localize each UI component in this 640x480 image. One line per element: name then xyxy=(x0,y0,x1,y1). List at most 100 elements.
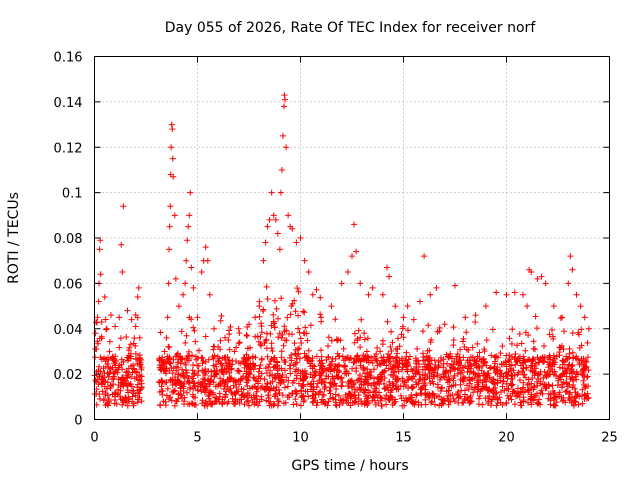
data-point xyxy=(276,330,283,337)
data-point xyxy=(253,388,260,395)
data-point xyxy=(174,350,181,357)
data-point xyxy=(123,333,130,340)
data-point xyxy=(508,382,515,389)
data-point xyxy=(352,398,359,405)
y-tick-label: 0 xyxy=(74,414,82,429)
data-point xyxy=(365,359,372,366)
data-point xyxy=(109,376,116,383)
data-point xyxy=(357,387,364,394)
data-point xyxy=(165,355,172,362)
data-point xyxy=(539,390,546,397)
data-point xyxy=(532,313,539,320)
data-point xyxy=(363,348,370,355)
data-point xyxy=(192,394,199,401)
data-point xyxy=(298,392,305,399)
data-point xyxy=(291,297,298,304)
data-point xyxy=(250,366,257,373)
data-point xyxy=(327,368,334,375)
data-point xyxy=(525,399,532,406)
data-point xyxy=(450,324,457,331)
data-point xyxy=(232,391,239,398)
data-point xyxy=(292,350,299,357)
data-point xyxy=(392,303,399,310)
data-point xyxy=(298,402,305,409)
data-point xyxy=(168,364,175,371)
data-point xyxy=(166,360,173,367)
data-point xyxy=(583,374,590,381)
data-point xyxy=(124,387,131,394)
data-point xyxy=(172,379,179,386)
data-point xyxy=(476,349,483,356)
data-point xyxy=(553,393,560,400)
data-point xyxy=(250,374,257,381)
data-point xyxy=(183,389,190,396)
data-point xyxy=(457,346,464,353)
data-point xyxy=(582,392,589,399)
data-point xyxy=(578,392,585,399)
data-point xyxy=(551,361,558,368)
data-point xyxy=(187,189,194,196)
data-point xyxy=(450,395,457,402)
data-point xyxy=(256,365,263,372)
data-point xyxy=(263,283,270,290)
data-point xyxy=(197,383,204,390)
data-point xyxy=(399,355,406,362)
data-point xyxy=(497,367,504,374)
data-point xyxy=(526,356,533,363)
data-point xyxy=(119,375,126,382)
data-point xyxy=(584,354,591,361)
data-point xyxy=(313,402,320,409)
data-point xyxy=(401,402,408,409)
data-point xyxy=(408,394,415,401)
data-point xyxy=(184,237,191,244)
data-point xyxy=(467,354,474,361)
data-point xyxy=(158,367,165,374)
data-point xyxy=(264,223,271,230)
data-point xyxy=(432,401,439,408)
y-tick-label: 0.06 xyxy=(54,277,83,292)
data-point xyxy=(563,379,570,386)
data-point xyxy=(245,402,252,409)
data-point xyxy=(136,390,143,397)
data-point xyxy=(295,380,302,387)
data-point xyxy=(102,378,109,385)
data-point xyxy=(522,329,529,336)
data-point xyxy=(256,298,263,305)
data-point xyxy=(476,364,483,371)
data-point xyxy=(96,246,103,253)
x-tick-label: 5 xyxy=(193,431,201,446)
data-point xyxy=(134,399,141,406)
data-point xyxy=(549,326,556,333)
data-point xyxy=(351,392,358,399)
data-point xyxy=(202,399,209,406)
data-point xyxy=(258,355,265,362)
data-point xyxy=(235,367,242,374)
data-point xyxy=(305,269,312,276)
data-point xyxy=(580,372,587,379)
data-point xyxy=(373,385,380,392)
data-point xyxy=(528,269,535,276)
data-point xyxy=(543,373,550,380)
data-point xyxy=(519,360,526,367)
data-point xyxy=(519,368,526,375)
data-point xyxy=(400,383,407,390)
data-point xyxy=(503,291,510,298)
data-point xyxy=(120,203,127,210)
data-point xyxy=(257,333,264,340)
data-point xyxy=(263,345,270,352)
data-point xyxy=(474,388,481,395)
data-point xyxy=(275,315,282,322)
data-point xyxy=(180,383,187,390)
data-point xyxy=(483,337,490,344)
data-point xyxy=(167,203,174,210)
data-point xyxy=(567,389,574,396)
data-point xyxy=(112,323,119,330)
data-point xyxy=(427,365,434,372)
data-point xyxy=(244,324,251,331)
data-point xyxy=(465,386,472,393)
data-point xyxy=(581,396,588,403)
data-point xyxy=(178,328,185,335)
data-point xyxy=(505,368,512,375)
data-point xyxy=(395,386,402,393)
